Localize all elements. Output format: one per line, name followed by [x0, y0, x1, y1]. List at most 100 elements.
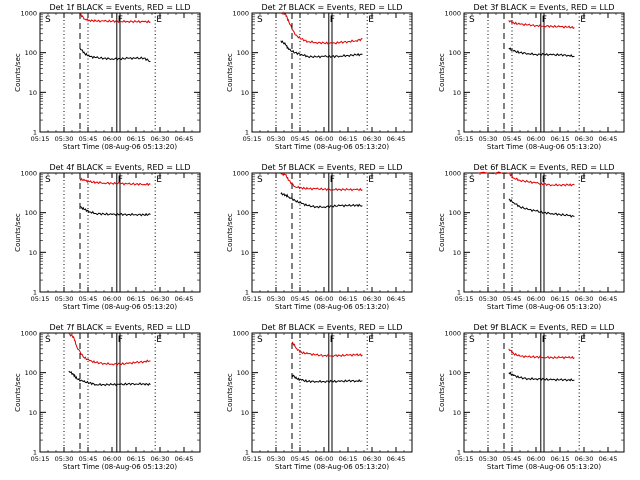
x-tick-label: 05:15	[455, 455, 474, 463]
y-axis-label: Counts/sec	[14, 373, 22, 412]
series-line-events	[508, 371, 575, 382]
x-axis-label: Start Time (08-Aug-06 05:13:20)	[487, 303, 601, 311]
chart-panel-3: Det 3f BLACK = Events, RED = LLD 05:15 05:…	[438, 3, 625, 151]
region-label-e: E	[156, 335, 162, 345]
region-label-f: F	[542, 15, 547, 25]
chart-title: Det 2f BLACK = Events, RED = LLD	[261, 3, 402, 12]
x-tick-label: 06:15	[551, 455, 570, 463]
series-line-events	[508, 198, 575, 218]
x-tick-label: 05:15	[31, 295, 50, 303]
chart-panel-8: Det 8f BLACK = Events, RED = LLD 05:15 05:…	[226, 323, 413, 471]
y-tick-label: 1000	[20, 10, 37, 18]
x-tick-label: 06:15	[127, 135, 146, 143]
chart-title: Det 8f BLACK = Events, RED = LLD	[261, 323, 402, 332]
x-tick-label: 05:15	[243, 295, 262, 303]
x-tick-label: 06:45	[175, 135, 194, 143]
y-axis-label: Counts/sec	[226, 213, 234, 252]
series-line-lld	[508, 20, 575, 30]
y-tick-label: 1	[457, 129, 461, 137]
region-label-f: F	[330, 175, 335, 185]
y-tick-label: 1	[245, 129, 249, 137]
series-line-lld	[508, 348, 575, 360]
y-tick-label: 1	[33, 289, 37, 297]
region-label-s: S	[257, 175, 263, 185]
x-tick-label: 06:30	[363, 455, 382, 463]
region-label-s: S	[45, 175, 51, 185]
chart-title: Det 4f BLACK = Events, RED = LLD	[49, 163, 190, 172]
y-tick-label: 10	[241, 89, 249, 97]
x-tick-label: 06:00	[315, 135, 334, 143]
region-label-e: E	[368, 335, 374, 345]
y-tick-label: 10	[29, 249, 37, 257]
series-line-events	[79, 206, 151, 217]
region-label-e: E	[368, 15, 374, 25]
y-axis-label: Counts/sec	[438, 373, 446, 412]
y-axis-label: Counts/sec	[14, 213, 22, 252]
y-tick-label: 1	[245, 449, 249, 457]
region-label-f: F	[118, 15, 123, 25]
y-tick-label: 1000	[232, 10, 249, 18]
region-label-e: E	[368, 175, 374, 185]
y-tick-label: 10	[29, 409, 37, 417]
x-tick-label: 05:15	[31, 135, 50, 143]
x-tick-label: 06:15	[127, 295, 146, 303]
series-line-lld	[291, 341, 363, 358]
x-tick-label: 06:45	[599, 135, 618, 143]
y-axis-label: Counts/sec	[14, 53, 22, 92]
x-tick-label: 06:45	[387, 295, 406, 303]
y-tick-label: 1000	[20, 170, 37, 178]
x-axis-label: Start Time (08-Aug-06 05:13:20)	[487, 143, 601, 151]
chart-title: Det 3f BLACK = Events, RED = LLD	[473, 3, 614, 12]
series-line-lld	[478, 171, 575, 187]
x-tick-label: 05:45	[79, 455, 98, 463]
x-axis-label: Start Time (08-Aug-06 05:13:20)	[63, 303, 177, 311]
x-tick-label: 06:15	[127, 455, 146, 463]
x-tick-label: 06:45	[387, 455, 406, 463]
chart-panel-7: Det 7f BLACK = Events, RED = LLD 05:15 05:…	[14, 323, 201, 471]
y-tick-label: 10	[29, 89, 37, 97]
x-tick-label: 05:30	[267, 135, 286, 143]
chart-panel-9: Det 9f BLACK = Events, RED = LLD 05:15 05:…	[438, 323, 625, 471]
region-label-s: S	[45, 335, 51, 345]
x-tick-label: 05:30	[55, 455, 74, 463]
y-tick-label: 10	[453, 249, 461, 257]
y-tick-label: 1000	[444, 330, 461, 338]
x-tick-label: 06:45	[175, 295, 194, 303]
y-axis-label: Counts/sec	[438, 213, 446, 252]
series-line-events	[68, 370, 151, 387]
y-axis-label: Counts/sec	[226, 373, 234, 412]
series-line-lld	[68, 332, 151, 366]
x-tick-label: 06:45	[175, 455, 194, 463]
chart-title: Det 9f BLACK = Events, RED = LLD	[473, 323, 614, 332]
x-tick-label: 05:15	[455, 135, 474, 143]
series-line-lld	[79, 177, 151, 187]
region-label-s: S	[469, 175, 475, 185]
y-tick-label: 100	[449, 369, 461, 377]
x-tick-label: 05:15	[455, 295, 474, 303]
x-tick-label: 05:30	[55, 135, 74, 143]
x-tick-label: 05:45	[291, 455, 310, 463]
x-tick-label: 05:15	[243, 455, 262, 463]
region-label-f: F	[330, 15, 335, 25]
x-tick-label: 05:45	[503, 135, 522, 143]
x-tick-label: 05:15	[243, 135, 262, 143]
y-tick-label: 100	[25, 209, 37, 217]
x-tick-label: 06:00	[103, 455, 122, 463]
x-axis-label: Start Time (08-Aug-06 05:13:20)	[63, 143, 177, 151]
chart-title: Det 5f BLACK = Events, RED = LLD	[261, 163, 402, 172]
chart-panel-5: Det 5f BLACK = Events, RED = LLD 05:15 05:…	[226, 163, 413, 311]
x-tick-label: 05:30	[479, 295, 498, 303]
y-tick-label: 1000	[444, 10, 461, 18]
x-tick-label: 06:15	[551, 295, 570, 303]
y-tick-label: 10	[241, 249, 249, 257]
x-tick-label: 05:45	[79, 135, 98, 143]
y-tick-label: 10	[241, 409, 249, 417]
x-tick-label: 06:15	[339, 135, 358, 143]
series-line-events	[508, 47, 575, 58]
region-label-f: F	[542, 175, 547, 185]
y-axis-label: Counts/sec	[226, 53, 234, 92]
chart-title: Det 7f BLACK = Events, RED = LLD	[49, 323, 190, 332]
x-tick-label: 06:00	[527, 295, 546, 303]
region-label-f: F	[118, 175, 123, 185]
x-tick-label: 05:30	[479, 135, 498, 143]
